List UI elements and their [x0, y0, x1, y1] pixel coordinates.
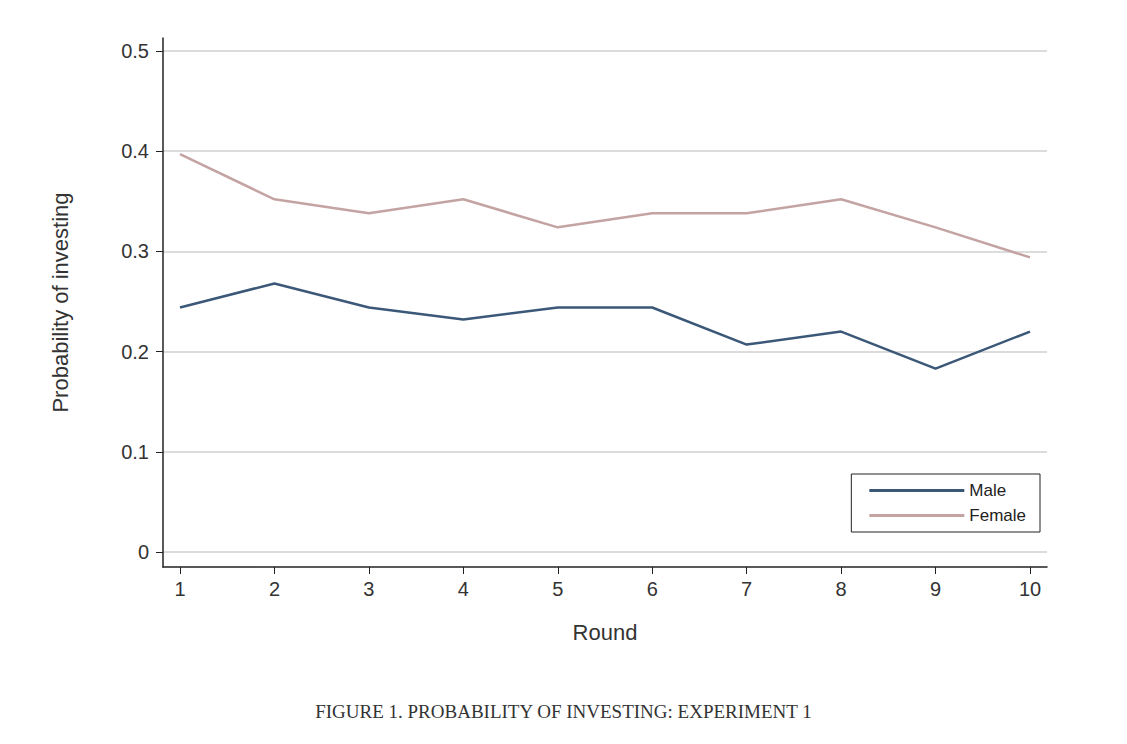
svg-text:0.2: 0.2 [121, 341, 149, 363]
svg-text:6: 6 [647, 578, 658, 600]
svg-text:0.1: 0.1 [121, 441, 149, 463]
svg-text:5: 5 [552, 578, 563, 600]
svg-text:FIGURE 1. PROBABILITY OF INVES: FIGURE 1. PROBABILITY OF INVESTING: EXPE… [315, 701, 812, 722]
svg-text:3: 3 [363, 578, 374, 600]
svg-text:2: 2 [269, 578, 280, 600]
svg-text:4: 4 [458, 578, 469, 600]
svg-text:0.3: 0.3 [121, 240, 149, 262]
svg-text:7: 7 [741, 578, 752, 600]
svg-text:0.5: 0.5 [121, 40, 149, 62]
svg-text:Female: Female [969, 506, 1026, 525]
svg-text:0.4: 0.4 [121, 140, 149, 162]
svg-text:10: 10 [1019, 578, 1041, 600]
svg-text:0: 0 [138, 541, 149, 563]
svg-text:9: 9 [930, 578, 941, 600]
svg-text:Probability of investing: Probability of investing [48, 192, 73, 412]
svg-text:Male: Male [969, 481, 1006, 500]
svg-text:1: 1 [174, 578, 185, 600]
svg-text:8: 8 [836, 578, 847, 600]
svg-text:Round: Round [573, 620, 638, 645]
